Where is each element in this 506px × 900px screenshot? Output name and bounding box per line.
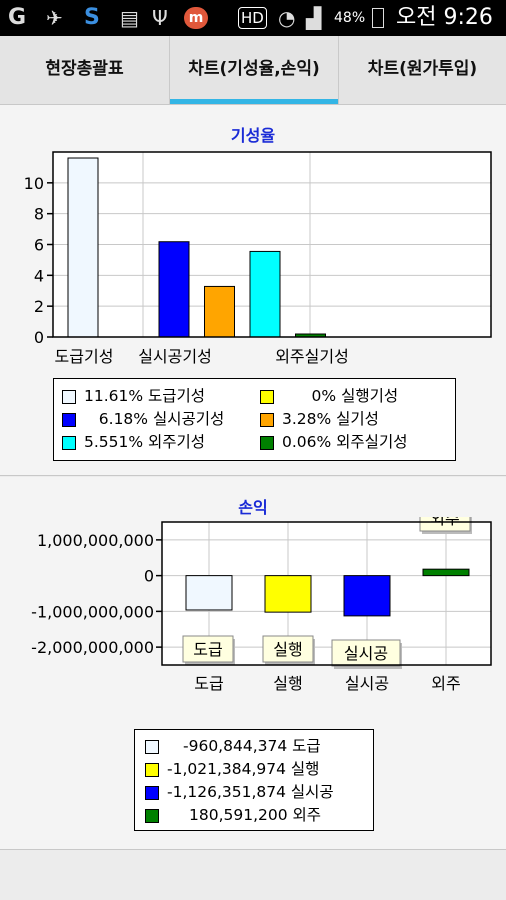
g-icon: G [8,5,27,30]
chart-title: 손익 [238,498,268,517]
battery-percent: 48% [334,10,366,26]
bar [158,241,190,338]
y-tick-label: -2,000,000,000 [31,638,154,657]
legend-label: 0.06% 외주실기성 [282,433,408,451]
y-tick-label: 0 [34,328,44,347]
x-tick-label: 실행 [273,674,302,693]
legend-label: 0% 실행기성 [282,387,399,405]
tab-label: 차트(기성율,손익) [188,59,320,79]
legend-swatch [260,390,274,404]
tab-site-summary[interactable]: 현장총괄표 [0,36,170,104]
legend-label: 180,591,200 외주 [189,806,322,824]
x-tick-label: 외주실기성 [275,347,349,366]
legend-swatch [145,786,159,800]
x-tick-label: 실시공기성 [138,347,212,366]
bar-label: 도급 [193,640,222,659]
bar-label-box [182,635,234,663]
legend-swatch [145,763,159,777]
tab-label: 현장총괄표 [45,59,124,79]
m-app-icon: m [184,7,208,29]
y-tick-label: 8 [34,205,44,224]
legend-swatch [145,740,159,754]
x-tick-label: 도급기성 [55,347,114,366]
legend-swatch [260,436,274,450]
legend-swatch [62,413,76,427]
y-tick-label: 6 [34,236,44,255]
tab-bar: 현장총괄표 차트(기성율,손익) 차트(원가투입) [0,36,506,105]
satellite-icon: ✈ [46,6,63,30]
bar [67,157,99,338]
bar [185,575,233,611]
bar-label-box [419,517,471,532]
chart-title: 기성율 [230,126,276,145]
s-app-icon: S [84,5,100,30]
bar-label-box [331,639,401,667]
x-tick-label: 외주 [431,674,460,693]
profit-loss-chart: 1,000,000,000 0 -1,000,000,000 -2,000,000,0… [31,517,492,693]
chart-legend: 11.61% 도급기성 0% 실행기성 6.18% 실시공기성 3.28% 실기… [53,378,456,461]
selected-tab-indicator [170,99,338,104]
bar [264,575,312,613]
list-icon: ▤ [120,6,139,30]
legend-swatch [62,436,76,450]
y-tick-label: 4 [34,266,44,285]
tab-chart-cost-input[interactable]: 차트(원가투입) [339,36,506,104]
legend-swatch [260,413,274,427]
y-tick-label: 10 [24,174,44,193]
legend-swatch [145,809,159,823]
progress-rate-chart: 0 2 4 6 8 10 도급기성 실시공기성 외주실기성 [24,151,492,366]
bar [249,250,281,338]
profit-chart-panel: 손익 1,000,000,000 0 -1,000,000,000 -2,000,00… [0,477,506,850]
legend-label: 6.18% 실시공기성 [84,410,225,428]
y-tick-label: 0 [144,567,154,586]
legend-label: 5.551% 외주기성 [84,433,206,451]
y-tick-label: 1,000,000,000 [37,531,154,550]
tab-chart-progress-profit[interactable]: 차트(기성율,손익) [170,36,339,104]
legend-label: 3.28% 실기성 [282,410,379,428]
battery-icon [372,8,384,28]
bar-label: 실행 [273,640,302,659]
signal-icon: ▟ [306,6,322,30]
legend-label: 11.61% 도급기성 [84,387,206,405]
chart-legend: -960,844,374 도급 -1,021,384,974 실행 -1,126… [134,729,374,831]
status-bar: G ✈ S ▤ Ψ m HD ◔ ▟ 48% 오전 9:26 [0,0,506,36]
x-tick-label: 실시공 [345,674,389,693]
tab-label: 차트(원가투입) [367,59,478,79]
y-tick-label: 2 [34,297,44,316]
x-tick-label: 도급 [194,674,223,693]
bar-label-box [262,635,314,663]
legend-label: -1,021,384,974 실행 [167,760,320,778]
legend-swatch [62,390,76,404]
bar [204,285,235,338]
legend-label: -960,844,374 도급 [183,737,321,755]
clock: 오전 9:26 [396,5,493,30]
plot-border [161,521,492,666]
wifi-icon: ◔ [278,6,296,30]
y-tick-label: -1,000,000,000 [31,602,154,621]
bar [343,575,391,617]
progress-chart-panel: 기성율 0 2 4 6 8 10 도급기성 실시공기성 외주실기성 11.61% 도급기성 0%… [0,105,506,476]
bar-label: 실시공 [344,644,388,663]
hd-badge: HD [238,7,267,29]
usb-icon: Ψ [152,6,168,30]
legend-label: -1,126,351,874 실시공 [167,783,334,801]
bar [422,568,470,577]
plot-border [52,151,492,338]
